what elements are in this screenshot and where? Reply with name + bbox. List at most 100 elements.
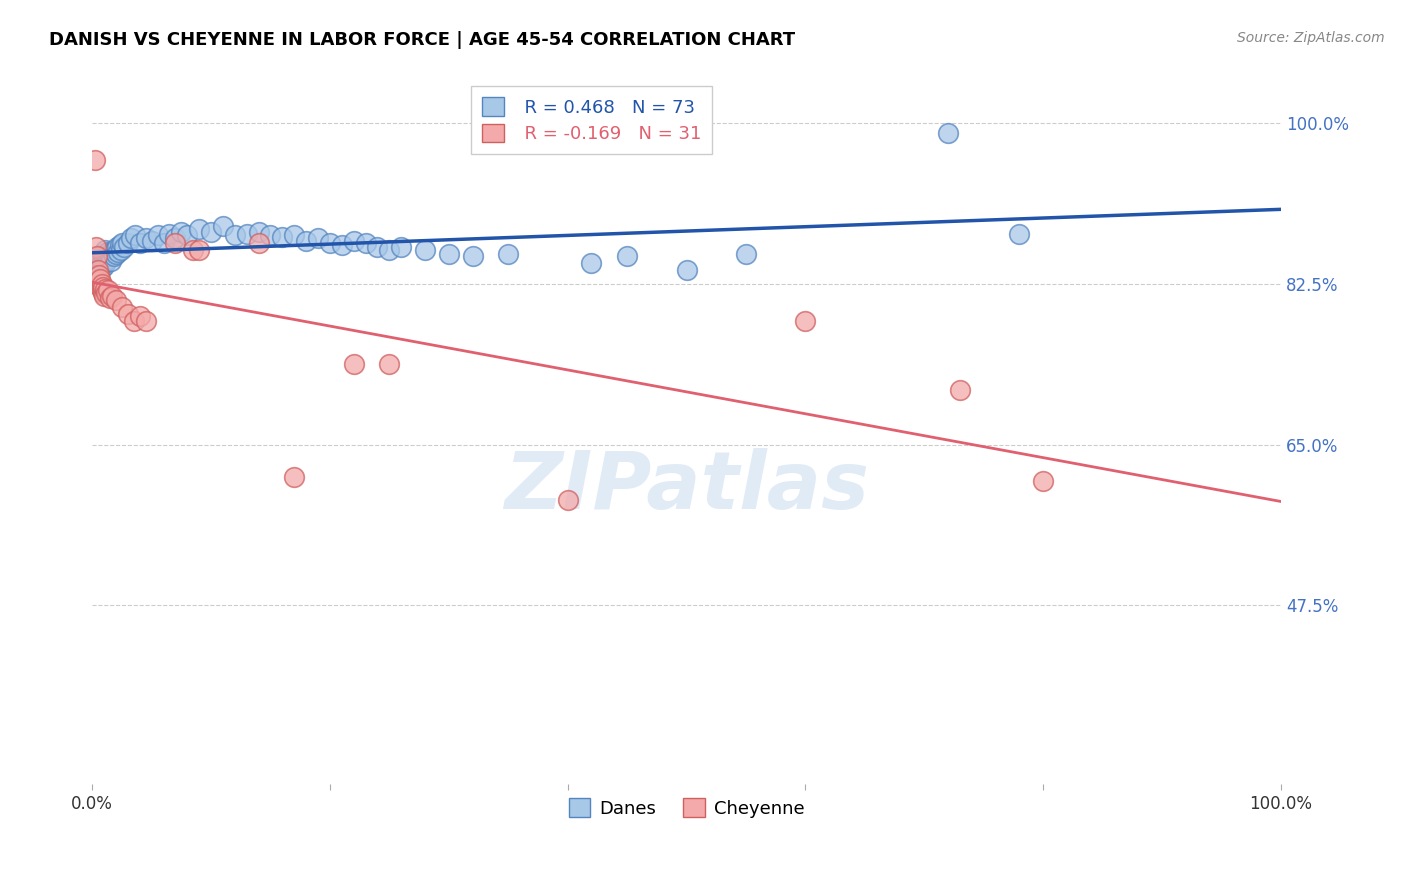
Point: [94, 282, 117, 296]
Point: [188, 222, 211, 236]
Text: ZIPatlas: ZIPatlas: [505, 449, 869, 526]
Point: [1032, 475, 1054, 489]
Point: [247, 235, 270, 250]
Point: [224, 228, 246, 243]
Point: [247, 225, 270, 239]
Point: [90, 277, 112, 291]
Point: [84, 268, 107, 282]
Point: [120, 231, 142, 245]
Point: [91, 254, 114, 268]
Point: [936, 126, 959, 140]
Point: [307, 231, 329, 245]
Point: [91, 280, 114, 294]
Point: [159, 227, 181, 241]
Point: [97, 284, 120, 298]
Point: [96, 286, 118, 301]
Point: [104, 246, 127, 260]
Point: [283, 470, 305, 484]
Point: [100, 254, 122, 268]
Point: [97, 250, 120, 264]
Point: [87, 259, 110, 273]
Point: [89, 250, 111, 264]
Point: [89, 252, 111, 267]
Point: [89, 280, 111, 294]
Point: [89, 274, 111, 288]
Point: [170, 225, 193, 239]
Point: [83, 153, 105, 167]
Point: [98, 291, 121, 305]
Point: [283, 228, 305, 243]
Point: [165, 235, 187, 250]
Point: [96, 254, 118, 268]
Point: [89, 268, 111, 282]
Point: [89, 272, 111, 286]
Point: [141, 234, 163, 248]
Point: [93, 289, 115, 303]
Point: [271, 230, 294, 244]
Point: [135, 314, 157, 328]
Point: [101, 289, 124, 303]
Point: [93, 259, 115, 273]
Point: [794, 314, 817, 328]
Point: [128, 235, 150, 250]
Point: [295, 234, 318, 248]
Point: [135, 231, 157, 245]
Point: [1008, 227, 1031, 241]
Point: [97, 252, 120, 267]
Point: [103, 250, 125, 264]
Point: [437, 246, 460, 260]
Point: [108, 237, 131, 252]
Point: [581, 256, 603, 270]
Point: [188, 243, 211, 257]
Point: [87, 263, 110, 277]
Point: [389, 240, 412, 254]
Point: [735, 246, 758, 260]
Point: [165, 231, 187, 245]
Point: [104, 243, 127, 257]
Point: [111, 300, 134, 314]
Point: [86, 250, 108, 264]
Point: [117, 307, 139, 321]
Point: [89, 263, 111, 277]
Point: [112, 240, 135, 254]
Point: [84, 240, 107, 254]
Text: Source: ZipAtlas.com: Source: ZipAtlas.com: [1237, 31, 1385, 45]
Point: [235, 227, 257, 241]
Point: [343, 234, 366, 248]
Point: [200, 225, 222, 239]
Point: [413, 243, 436, 257]
Point: [87, 254, 110, 268]
Point: [117, 235, 139, 250]
Point: [366, 240, 388, 254]
Legend: Danes, Cheyenne: Danes, Cheyenne: [561, 791, 811, 825]
Point: [91, 246, 114, 260]
Point: [94, 256, 117, 270]
Point: [949, 383, 972, 397]
Point: [98, 246, 121, 260]
Text: DANISH VS CHEYENNE IN LABOR FORCE | AGE 45-54 CORRELATION CHART: DANISH VS CHEYENNE IN LABOR FORCE | AGE …: [49, 31, 796, 49]
Point: [110, 243, 132, 257]
Point: [496, 246, 519, 260]
Point: [152, 235, 174, 250]
Point: [96, 249, 118, 263]
Point: [616, 250, 638, 264]
Point: [101, 244, 124, 259]
Point: [378, 357, 401, 371]
Point: [259, 228, 281, 243]
Point: [107, 244, 129, 259]
Point: [319, 235, 342, 250]
Point: [91, 286, 114, 301]
Point: [104, 293, 127, 307]
Point: [354, 235, 377, 250]
Point: [557, 492, 579, 507]
Point: [181, 243, 204, 257]
Point: [94, 243, 117, 257]
Point: [212, 219, 235, 234]
Point: [122, 314, 145, 328]
Point: [343, 357, 366, 371]
Point: [176, 228, 198, 243]
Point: [89, 259, 111, 273]
Point: [86, 263, 108, 277]
Point: [330, 237, 353, 252]
Point: [93, 250, 115, 264]
